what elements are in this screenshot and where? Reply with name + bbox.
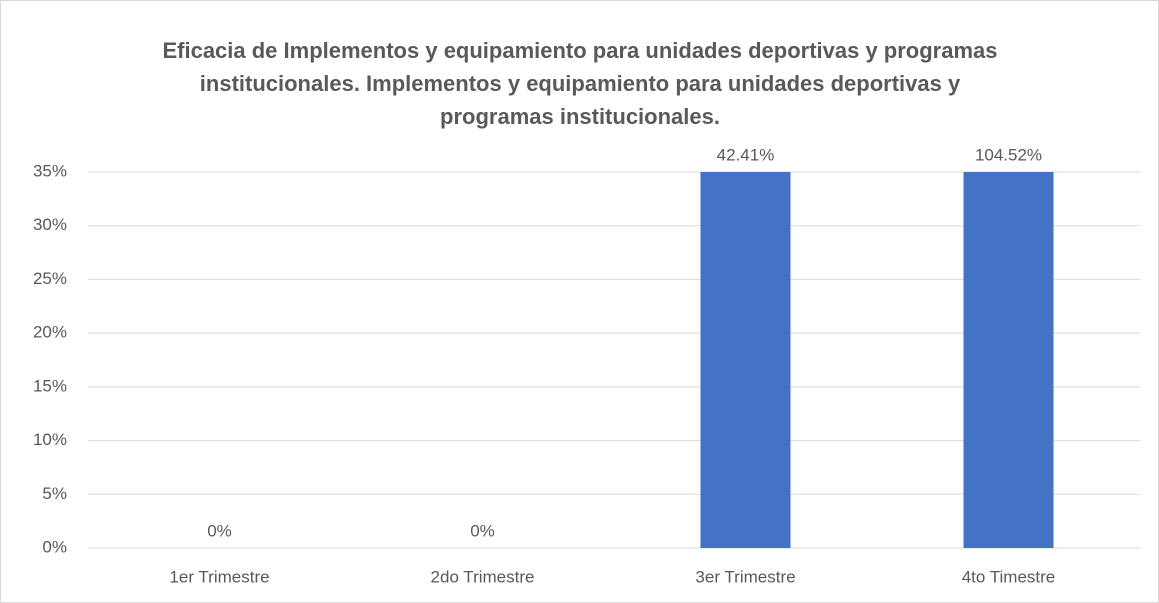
y-tick-label: 30% — [33, 215, 67, 234]
data-label: 42.41% — [717, 145, 775, 164]
data-label: 0% — [470, 521, 495, 540]
x-tick-label: 1er Trimestre — [169, 567, 269, 586]
x-tick-label: 3er Trimestre — [695, 567, 795, 586]
data-label: 104.52% — [975, 145, 1042, 164]
y-tick-label: 0% — [42, 537, 67, 556]
x-tick-label: 2do Trimestre — [431, 567, 535, 586]
data-label: 0% — [207, 521, 232, 540]
y-tick-label: 5% — [42, 484, 67, 503]
y-tick-label: 10% — [33, 430, 67, 449]
bar — [700, 172, 791, 548]
chart-title: Eficacia de Implementos y equipamiento p… — [162, 38, 998, 129]
bar — [963, 172, 1054, 548]
y-tick-label: 25% — [33, 269, 67, 288]
y-tick-label: 15% — [33, 376, 67, 395]
x-tick-label: 4to Timestre — [962, 567, 1056, 586]
y-tick-label: 20% — [33, 323, 67, 342]
y-tick-label: 35% — [33, 161, 67, 180]
